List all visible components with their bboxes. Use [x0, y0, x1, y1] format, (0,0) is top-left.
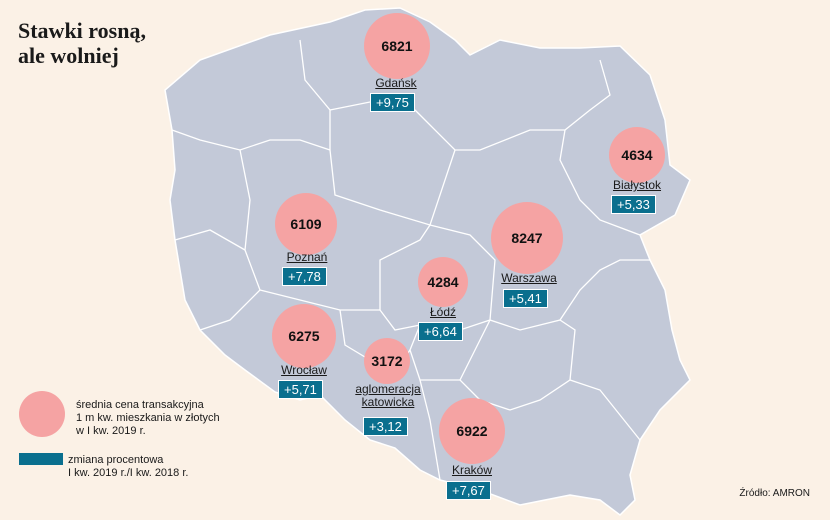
legend-price-line-3: w I kw. 2019 r. — [76, 425, 146, 437]
bubble-warszawa: 8247 — [491, 202, 563, 274]
label-lodz: Łódź — [429, 305, 457, 319]
legend-price-line-2: 1 m kw. mieszkania w złotych — [76, 412, 220, 424]
legend-price-swatch — [19, 391, 65, 437]
price-lodz: 4284 — [427, 274, 459, 290]
title-line-2: ale wolniej — [18, 43, 119, 68]
legend-price-line-1: średnia cena transakcyjna — [76, 399, 204, 411]
label-gdansk: Gdańsk — [375, 76, 417, 90]
bubble-wroclaw: 6275 — [272, 304, 336, 368]
price-gdansk: 6821 — [381, 38, 413, 54]
legend-change-text: zmiana procentowa I kw. 2019 r./I kw. 20… — [68, 454, 188, 480]
change-katowice: +3,12 — [363, 417, 408, 436]
bubble-poznan: 6109 — [275, 193, 337, 255]
title-line-1: Stawki rosną, — [18, 18, 146, 43]
bubble-krakow: 6922 — [439, 398, 505, 464]
price-katowice: 3172 — [371, 353, 403, 369]
change-poznan: +7,78 — [282, 267, 327, 286]
price-krakow: 6922 — [456, 423, 488, 439]
change-lodz: +6,64 — [418, 322, 463, 341]
page-title: Stawki rosną, ale wolniej — [18, 18, 146, 68]
change-gdansk: +9,75 — [370, 93, 415, 112]
change-krakow: +7,67 — [446, 481, 491, 500]
price-wroclaw: 6275 — [288, 328, 320, 344]
price-poznan: 6109 — [290, 216, 322, 232]
bubble-bialystok: 4634 — [609, 127, 665, 183]
bubble-katowice: 3172 — [364, 338, 410, 384]
label-wroclaw: Wrocław — [281, 363, 327, 377]
label-poznan: Poznań — [286, 250, 328, 264]
change-bialystok: +5,33 — [611, 195, 656, 214]
price-warszawa: 8247 — [511, 230, 543, 246]
label-katowice: aglomeracja katowicka — [355, 382, 421, 409]
label-bialystok: Białystok — [612, 178, 662, 192]
legend-change-swatch — [19, 453, 63, 465]
price-bialystok: 4634 — [621, 147, 653, 163]
legend-change-line-2: I kw. 2019 r./I kw. 2018 r. — [68, 467, 189, 479]
label-krakow: Kraków — [451, 463, 492, 477]
change-wroclaw: +5,71 — [278, 380, 323, 399]
source-note: Źródło: AMRON — [739, 488, 810, 499]
bubble-gdansk: 6821 — [364, 13, 430, 79]
change-warszawa: +5,41 — [503, 289, 548, 308]
label-warszawa: Warszawa — [501, 271, 557, 285]
legend-change-line-1: zmiana procentowa — [68, 454, 164, 466]
bubble-lodz: 4284 — [418, 257, 468, 307]
legend-price-text: średnia cena transakcyjna 1 m kw. mieszk… — [76, 399, 220, 438]
